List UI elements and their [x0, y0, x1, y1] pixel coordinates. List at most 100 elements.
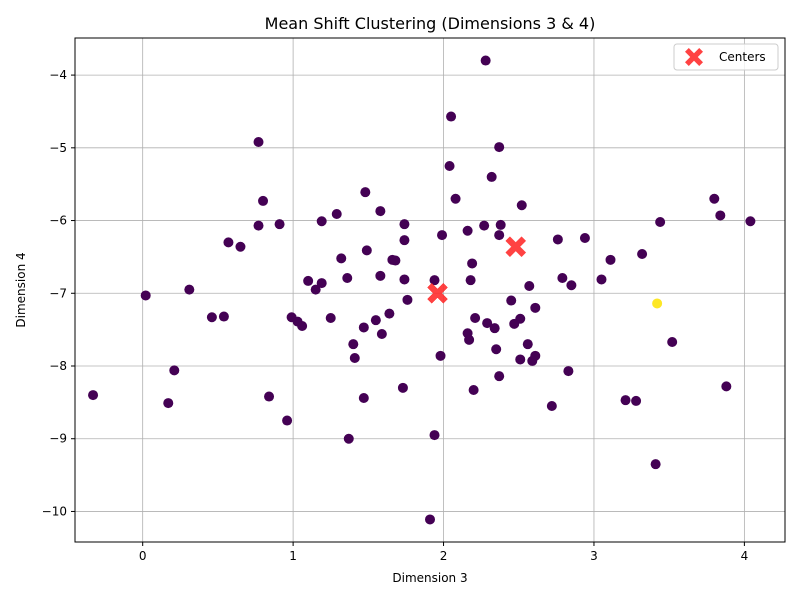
data-point-cluster-0	[650, 459, 661, 470]
data-point-cluster-0	[361, 245, 372, 256]
data-point-cluster-0	[349, 353, 360, 363]
data-point-cluster-0	[446, 111, 457, 122]
legend: Centers	[673, 43, 779, 71]
data-point-cluster-0	[258, 195, 269, 206]
data-point-cluster-0	[464, 334, 475, 345]
chart-title: Mean Shift Clustering (Dimensions 3 & 4)	[265, 14, 596, 33]
axis-ticks: 0 1 2 3 4 −10 −9 −8 −7 −6 −5 −4	[42, 68, 749, 563]
data-point-cluster-0	[515, 313, 526, 324]
data-point-cluster-0	[348, 339, 359, 350]
data-point-cluster-0	[206, 312, 217, 323]
data-point-cluster-0	[297, 321, 308, 331]
data-point-cluster-0	[491, 344, 502, 355]
data-point-cluster-0	[579, 233, 590, 243]
data-point-cluster-0	[358, 393, 369, 403]
data-point-cluster-0	[522, 339, 533, 350]
data-point-cluster-0	[563, 366, 574, 377]
data-point-cluster-0	[429, 275, 440, 286]
data-point-cluster-0	[303, 275, 314, 286]
legend-label: Centers	[719, 50, 766, 64]
data-point-cluster-0	[506, 295, 517, 306]
data-point-cluster-0	[482, 318, 493, 329]
data-point-cluster-0	[282, 415, 293, 426]
data-point-cluster-0	[223, 237, 234, 248]
y-tick-label: −6	[49, 214, 67, 228]
data-point-cluster-0	[655, 217, 666, 227]
data-point-cluster-0	[709, 193, 720, 204]
plot-frame	[74, 37, 786, 543]
cluster-center-marker	[427, 282, 448, 304]
data-point-cluster-0	[530, 302, 541, 313]
data-point-cluster-0	[253, 137, 264, 147]
data-point-cluster-0	[437, 230, 448, 241]
data-point-cluster-0	[316, 216, 327, 227]
legend-center-marker	[685, 48, 703, 66]
data-point-cluster-0	[462, 225, 473, 236]
data-point-cluster-0	[274, 219, 285, 230]
data-point-cluster-0	[667, 337, 678, 347]
data-point-cluster-0	[596, 274, 607, 285]
data-point-cluster-0	[325, 313, 336, 323]
data-point-cluster-0	[429, 430, 440, 441]
data-point-cluster-0	[467, 258, 478, 269]
data-point-cluster-0	[524, 281, 535, 291]
data-point-cluster-0	[88, 390, 99, 401]
x-tick-label: 0	[139, 549, 147, 563]
x-tick-label: 3	[590, 549, 598, 563]
data-point-cluster-0	[358, 322, 369, 333]
data-point-cluster-0	[444, 161, 455, 171]
data-point-cluster-0	[376, 329, 387, 339]
data-point-cluster-0	[605, 254, 616, 265]
y-tick-label: −10	[42, 504, 67, 518]
data-point-cluster-0	[264, 391, 275, 402]
data-point-cluster-0	[384, 308, 395, 319]
data-point-cluster-0	[620, 395, 631, 406]
data-point-cluster-0	[390, 255, 401, 266]
data-point-cluster-0	[370, 315, 381, 326]
data-point-cluster-0	[715, 210, 726, 221]
x-axis-label: Dimension 3	[392, 571, 467, 585]
data-point-cluster-0	[169, 365, 180, 376]
data-point-cluster-0	[515, 354, 526, 365]
data-point-cluster-0	[516, 200, 527, 211]
data-point-cluster-0	[637, 249, 648, 259]
data-point-cluster-0	[494, 230, 505, 241]
data-point-cluster-0	[360, 187, 371, 198]
x-tick-label: 4	[741, 549, 749, 563]
data-point-cluster-0	[468, 385, 479, 395]
y-tick-label: −9	[49, 432, 67, 446]
data-point-cluster-0	[310, 284, 321, 295]
data-point-cluster-0	[342, 273, 353, 283]
data-point-cluster-0	[235, 241, 246, 252]
cluster-centers	[427, 236, 527, 304]
x-tick-label: 1	[289, 549, 297, 563]
data-point-cluster-0	[465, 275, 476, 286]
data-point-cluster-0	[425, 514, 435, 525]
data-point-cluster-0	[375, 206, 386, 217]
data-point-cluster-0	[721, 381, 732, 392]
y-tick-label: −4	[49, 68, 67, 82]
data-point-cluster-0	[218, 311, 229, 322]
data-point-cluster-0	[495, 219, 506, 230]
data-point-cluster-0	[470, 313, 481, 323]
y-tick-label: −7	[49, 286, 67, 300]
data-point-cluster-0	[336, 253, 347, 264]
data-point-cluster-0	[494, 371, 505, 382]
data-point-cluster-0	[489, 323, 500, 334]
data-point-cluster-0	[163, 398, 174, 409]
data-point-cluster-0	[140, 290, 151, 301]
data-point-cluster-0	[552, 234, 563, 245]
data-point-cluster-0	[184, 284, 195, 295]
x-tick-label: 2	[440, 549, 448, 563]
data-point-cluster-0	[316, 278, 327, 289]
grid	[75, 38, 785, 542]
data-point-cluster-0	[402, 294, 413, 305]
y-tick-label: −5	[49, 141, 67, 155]
data-point-cluster-0	[253, 220, 264, 231]
data-point-cluster-0	[450, 193, 461, 204]
data-point-cluster-0	[631, 395, 642, 406]
data-point-cluster-0	[494, 142, 505, 153]
data-point-cluster-0	[331, 209, 342, 219]
y-tick-label: −8	[49, 359, 67, 373]
